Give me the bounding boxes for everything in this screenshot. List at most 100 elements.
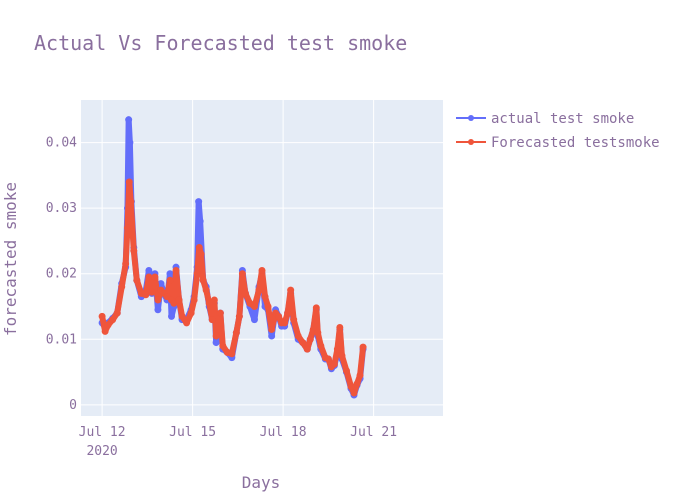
x-tick-label: Jul 18 [260, 425, 307, 440]
data-point [359, 343, 367, 351]
data-point [148, 288, 156, 296]
data-point [199, 276, 207, 284]
data-point [212, 332, 220, 340]
data-point [125, 178, 133, 186]
data-point [228, 350, 236, 358]
data-point [178, 312, 186, 320]
data-point [126, 139, 134, 147]
data-point [314, 329, 322, 337]
legend-item[interactable]: Forecasted testsmoke [456, 135, 660, 151]
data-point [175, 296, 183, 304]
data-point [172, 266, 180, 274]
data-point [98, 312, 106, 320]
data-point [356, 371, 364, 379]
y-tick-label: 0.03 [46, 201, 77, 216]
data-point [294, 332, 302, 340]
data-point [210, 296, 218, 304]
data-point [145, 273, 153, 281]
data-point [205, 299, 213, 307]
data-point [303, 345, 311, 353]
data-point [214, 325, 222, 333]
data-point [193, 270, 201, 278]
data-point [333, 345, 341, 353]
data-point [312, 304, 320, 312]
data-point [347, 382, 355, 390]
data-point [241, 289, 249, 297]
data-point [317, 342, 325, 350]
data-point [125, 116, 133, 124]
data-point [168, 312, 175, 320]
plot-area[interactable] [81, 100, 443, 416]
x-tick-label: Jul 12 [79, 425, 126, 440]
data-point [250, 316, 258, 324]
x-tick-year-label: 2020 [86, 444, 117, 459]
data-point [196, 217, 204, 225]
data-point [264, 303, 272, 311]
data-point [154, 306, 162, 314]
data-point [145, 266, 153, 274]
data-point [281, 319, 289, 327]
data-point [338, 352, 346, 360]
data-point [353, 380, 361, 388]
data-point [306, 335, 314, 343]
data-point [258, 266, 266, 274]
series-2 [98, 178, 367, 397]
data-point [336, 323, 344, 331]
data-point [208, 316, 216, 324]
legend: actual test smoke Forecasted testsmoke [456, 111, 660, 151]
data-point [212, 339, 220, 347]
data-point [157, 280, 165, 288]
data-point [166, 276, 174, 284]
data-point [195, 198, 203, 206]
series-layer [98, 116, 367, 399]
data-point [275, 312, 283, 320]
data-point [104, 321, 112, 329]
data-point [109, 316, 117, 324]
data-point [216, 309, 224, 317]
y-tick-label: 0.02 [46, 267, 77, 282]
data-point [219, 342, 227, 350]
chart-title: Actual Vs Forecasted test smoke [34, 31, 407, 55]
data-point [130, 247, 138, 255]
data-point [268, 325, 276, 333]
data-point [123, 224, 131, 232]
legend-swatch-marker [468, 139, 474, 145]
data-point [350, 389, 358, 397]
data-point [113, 309, 121, 317]
data-point [170, 299, 178, 307]
data-point [190, 296, 198, 304]
data-point [127, 198, 135, 206]
y-tick-label: 0.04 [46, 136, 77, 151]
data-point [202, 286, 210, 294]
y-tick-label: 0 [69, 398, 77, 413]
data-point [122, 260, 130, 268]
data-point [342, 367, 350, 375]
legend-swatch-marker [468, 115, 474, 121]
data-point [101, 327, 109, 335]
data-point [330, 360, 338, 368]
data-point [166, 270, 174, 278]
data-point [197, 250, 205, 258]
data-point [290, 316, 298, 324]
x-tick-label: Jul 15 [169, 425, 216, 440]
data-point [118, 283, 126, 291]
legend-label: Forecasted testsmoke [491, 135, 660, 151]
data-point [232, 329, 240, 337]
data-point [142, 291, 150, 299]
y-tick-label: 0.01 [46, 332, 77, 347]
y-axis-title: forecasted smoke [1, 182, 20, 336]
y-axis: 0 0.01 0.02 0.03 0.04 [46, 136, 77, 413]
x-tick-label: Jul 21 [350, 425, 397, 440]
x-axis: Jul 12 2020 Jul 15 Jul 18 Jul 21 [79, 425, 397, 459]
x-axis-title: Days [242, 473, 281, 492]
data-point [238, 270, 246, 278]
legend-item[interactable]: actual test smoke [456, 111, 634, 127]
data-point [235, 312, 243, 320]
data-point [284, 309, 292, 317]
data-point [287, 286, 295, 294]
data-point [250, 303, 258, 311]
data-point [268, 332, 276, 340]
legend-label: actual test smoke [491, 111, 634, 127]
data-point [324, 355, 332, 363]
